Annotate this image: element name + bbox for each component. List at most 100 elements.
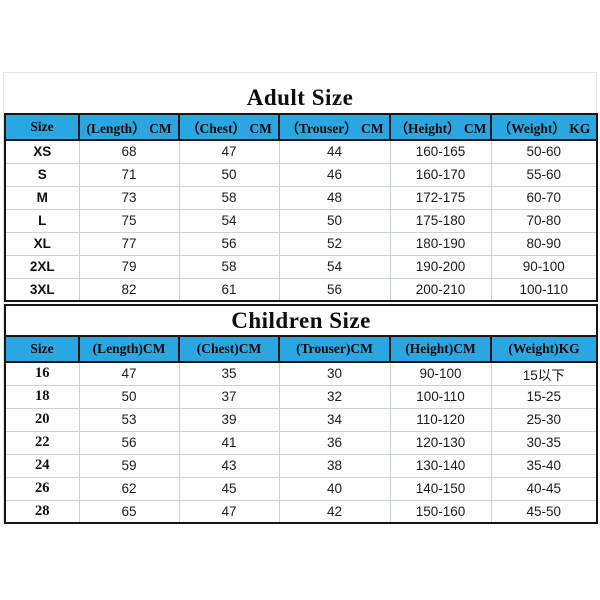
weight-cell: 15以下 [490,361,598,386]
height-cell: 175-180 [389,208,492,233]
weight-cell: 100-110 [490,277,598,302]
children-size-title: Children Size [3,304,599,337]
adult-header-height: （Height） CM [389,113,492,141]
adult-header-row: Size (Length） CM （Chest） CM （Trouser） CM… [4,113,598,141]
children-size-table: Children Size Size (Length)CM (Chest)CM … [3,304,599,524]
trouser-cell: 40 [278,476,391,501]
weight-cell: 55-60 [490,162,598,187]
chest-cell: 47 [178,499,280,524]
chest-cell: 58 [178,185,280,210]
length-cell: 82 [78,277,180,302]
trouser-cell: 54 [278,254,391,279]
children-header-weight: (Weight)KG [489,335,599,363]
size-cell: 24 [4,453,80,478]
children-title-row: Children Size [3,304,599,337]
chest-cell: 56 [178,231,280,256]
adult-header-size: Size [4,113,80,141]
height-cell: 150-160 [389,499,492,524]
height-cell: 160-165 [389,139,492,164]
table-row: 26 62 45 40 140-150 40-45 [4,476,598,501]
trouser-cell: 44 [278,139,391,164]
adult-header-trouser: （Trouser） CM [278,113,391,141]
height-cell: 120-130 [389,430,492,455]
adult-header-length: (Length） CM [78,113,180,141]
weight-cell: 50-60 [490,139,598,164]
weight-cell: 15-25 [490,384,598,409]
length-cell: 47 [78,361,180,386]
table-row: S 71 50 46 160-170 55-60 [4,162,598,187]
chest-cell: 61 [178,277,280,302]
weight-cell: 70-80 [490,208,598,233]
height-cell: 90-100 [389,361,492,386]
trouser-cell: 56 [278,277,391,302]
height-cell: 180-190 [389,231,492,256]
table-row: 24 59 43 38 130-140 35-40 [4,453,598,478]
size-cell: XS [4,139,80,164]
height-cell: 160-170 [389,162,492,187]
chest-cell: 45 [178,476,280,501]
height-cell: 100-110 [389,384,492,409]
chest-cell: 47 [178,139,280,164]
weight-cell: 25-30 [490,407,598,432]
length-cell: 53 [78,407,180,432]
length-cell: 56 [78,430,180,455]
size-cell: 16 [4,361,80,386]
size-cell: M [4,185,80,210]
adult-header-weight: （Weight） KG [490,113,598,141]
weight-cell: 90-100 [490,254,598,279]
children-header-row: Size (Length)CM (Chest)CM (Trouser)CM (H… [4,335,599,363]
length-cell: 62 [78,476,180,501]
table-row: 20 53 39 34 110-120 25-30 [4,407,598,432]
table-row: 16 47 35 30 90-100 15以下 [4,361,598,386]
table-row: M 73 58 48 172-175 60-70 [4,185,598,210]
chest-cell: 43 [178,453,280,478]
height-cell: 200-210 [389,277,492,302]
size-cell: 26 [4,476,80,501]
trouser-cell: 36 [278,430,391,455]
length-cell: 77 [78,231,180,256]
trouser-cell: 48 [278,185,391,210]
table-row: 18 50 37 32 100-110 15-25 [4,384,598,409]
children-header-chest: (Chest)CM [178,335,280,363]
children-header-height: (Height)CM [389,335,492,363]
weight-cell: 60-70 [490,185,598,210]
length-cell: 79 [78,254,180,279]
weight-cell: 35-40 [490,453,598,478]
size-cell: L [4,208,80,233]
weight-cell: 80-90 [490,231,598,256]
trouser-cell: 34 [278,407,391,432]
table-row: XL 77 56 52 180-190 80-90 [4,231,598,256]
table-row: 2XL 79 58 54 190-200 90-100 [4,254,598,279]
length-cell: 73 [78,185,180,210]
trouser-cell: 46 [278,162,391,187]
chest-cell: 37 [178,384,280,409]
size-cell: XL [4,231,80,256]
weight-cell: 40-45 [490,476,598,501]
children-header-length: (Length)CM [78,335,180,363]
weight-cell: 30-35 [490,430,598,455]
length-cell: 65 [78,499,180,524]
size-cell: 28 [4,499,80,524]
length-cell: 71 [78,162,180,187]
children-header-trouser: (Trouser)CM [278,335,391,363]
table-row: XS 68 47 44 160-165 50-60 [4,139,598,164]
table-row: 28 65 47 42 150-160 45-50 [4,499,598,524]
table-row: 22 56 41 36 120-130 30-35 [4,430,598,455]
size-chart: Adult Size Size (Length） CM （Chest） CM （… [3,72,599,524]
table-row: 3XL 82 61 56 200-210 100-110 [4,277,598,302]
length-cell: 59 [78,453,180,478]
height-cell: 110-120 [389,407,492,432]
trouser-cell: 42 [278,499,391,524]
size-cell: 2XL [4,254,80,279]
chest-cell: 41 [178,430,280,455]
length-cell: 75 [78,208,180,233]
size-cell: 22 [4,430,80,455]
adult-header-chest: （Chest） CM [178,113,280,141]
adult-size-table: Size (Length） CM （Chest） CM （Trouser） CM… [4,113,598,302]
table-row: L 75 54 50 175-180 70-80 [4,208,598,233]
chest-cell: 54 [178,208,280,233]
trouser-cell: 52 [278,231,391,256]
adult-size-title: Adult Size [246,85,354,110]
length-cell: 68 [78,139,180,164]
